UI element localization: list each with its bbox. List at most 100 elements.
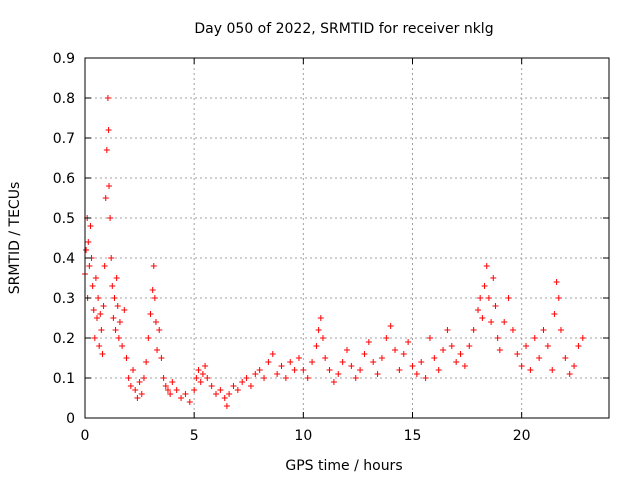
data-point [392, 347, 399, 353]
data-point [95, 295, 102, 301]
data-point [247, 383, 254, 389]
data-point [114, 303, 121, 309]
data-point [265, 359, 272, 365]
data-point [107, 215, 114, 221]
data-point [195, 367, 202, 373]
data-point [514, 351, 521, 357]
data-point [544, 343, 551, 349]
data-point [448, 343, 455, 349]
data-point [291, 367, 298, 373]
data-point [221, 395, 228, 401]
data-point [352, 375, 359, 381]
data-point [531, 335, 538, 341]
data-point [98, 327, 105, 333]
data-point [494, 335, 501, 341]
data-point [197, 379, 204, 385]
data-point [453, 359, 460, 365]
data-point [147, 311, 154, 317]
x-tick-label: 10 [294, 428, 312, 444]
data-point [136, 379, 143, 385]
data-point [239, 379, 246, 385]
y-tick-label: 0.6 [53, 171, 75, 187]
data-point [483, 263, 490, 269]
data-point [162, 383, 169, 389]
data-point [167, 391, 174, 397]
data-point [466, 343, 473, 349]
data-point [86, 263, 93, 269]
y-tick-label: 0.4 [53, 251, 75, 267]
data-point [94, 315, 101, 321]
data-point [481, 283, 488, 289]
data-point [113, 275, 120, 281]
y-tick-label: 0.8 [53, 91, 75, 107]
data-point [479, 315, 486, 321]
data-point [105, 127, 112, 133]
data-point [501, 319, 508, 325]
data-point [101, 263, 108, 269]
data-point [339, 359, 346, 365]
data-point [557, 327, 564, 333]
data-point [123, 355, 130, 361]
data-point [92, 275, 99, 281]
data-point [378, 355, 385, 361]
data-point [134, 395, 141, 401]
points-layer [82, 95, 586, 409]
data-point [523, 343, 530, 349]
data-point [110, 315, 117, 321]
data-point [426, 335, 433, 341]
data-point [99, 351, 106, 357]
data-point [300, 367, 307, 373]
data-point [409, 363, 416, 369]
data-point [579, 335, 586, 341]
data-point [295, 355, 302, 361]
data-point [549, 367, 556, 373]
y-tick-label: 0.9 [53, 51, 75, 67]
data-point [85, 239, 92, 245]
data-point [243, 375, 250, 381]
data-point [405, 339, 412, 345]
data-point [400, 351, 407, 357]
data-point [91, 335, 98, 341]
data-point [440, 347, 447, 353]
x-tick-label: 15 [404, 428, 422, 444]
data-point [149, 287, 156, 293]
data-point [140, 375, 147, 381]
plot-frame [84, 57, 610, 419]
data-point [112, 327, 119, 333]
data-point [304, 375, 311, 381]
data-point [274, 371, 281, 377]
data-point [348, 363, 355, 369]
data-point [330, 379, 337, 385]
x-tick-label: 0 [81, 428, 90, 444]
data-point [96, 343, 103, 349]
data-point [457, 351, 464, 357]
data-point [226, 391, 233, 397]
data-point [396, 367, 403, 373]
data-point [309, 359, 316, 365]
data-point [115, 335, 122, 341]
data-point [278, 363, 285, 369]
data-point [223, 403, 230, 409]
data-point [475, 307, 481, 313]
data-point [121, 307, 128, 313]
data-point [485, 295, 492, 301]
data-point [418, 359, 425, 365]
data-point [106, 183, 113, 189]
y-tick-label: 0.1 [53, 371, 75, 387]
data-point [490, 275, 497, 281]
data-point [208, 383, 215, 389]
data-point [213, 391, 219, 397]
data-point [116, 319, 123, 325]
data-point [132, 387, 139, 393]
x-tick-label: 20 [513, 428, 531, 444]
data-point [488, 319, 495, 325]
data-point [109, 283, 116, 289]
y-tick-label: 0.3 [53, 291, 75, 307]
y-tick-label: 0.2 [53, 331, 75, 347]
data-point [322, 355, 329, 361]
data-point [422, 375, 429, 381]
data-point [527, 367, 534, 373]
data-point [317, 315, 324, 321]
data-point [509, 327, 516, 333]
data-point [217, 387, 224, 393]
